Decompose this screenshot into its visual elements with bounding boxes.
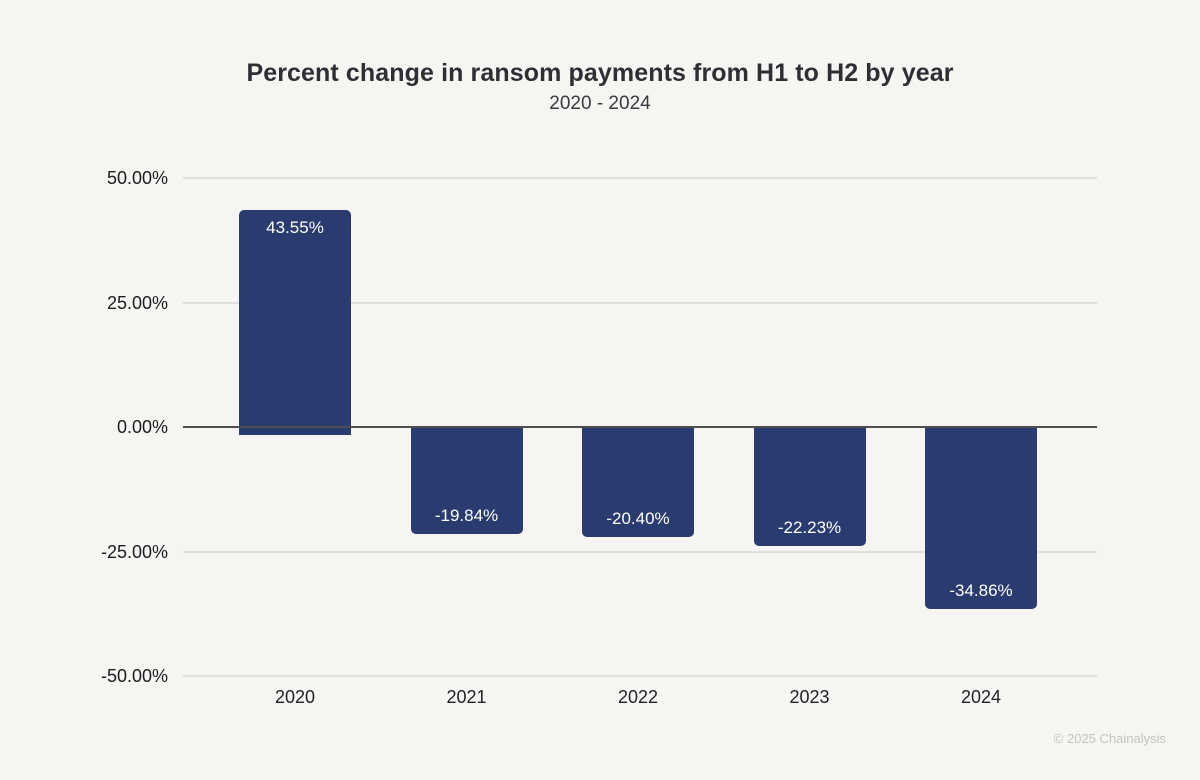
bar-2024: -34.86% — [925, 427, 1037, 609]
chart-header: Percent change in ransom payments from H… — [0, 58, 1200, 116]
x-axis-tick-label: 2024 — [960, 687, 1002, 707]
x-axis-tick-label: 2020 — [274, 687, 316, 707]
bar-2021: -19.84% — [410, 427, 523, 534]
bar-value-label: -34.86% — [949, 580, 1013, 600]
x-axis-tick-label: 2021 — [446, 687, 487, 707]
y-gridline — [183, 675, 1097, 677]
chart-subtitle: 2020 - 2024 — [549, 93, 651, 114]
y-gridline — [183, 177, 1097, 179]
y-axis-tick-label: 25.00% — [106, 292, 168, 313]
y-gridline — [183, 550, 1097, 553]
copyright-note: © 2025 Chainalysis — [1053, 731, 1166, 746]
x-axis-tick-label: 2022 — [617, 687, 659, 707]
zero-baseline — [183, 426, 1097, 428]
y-axis-tick-label: 50.00% — [106, 168, 168, 188]
x-axis-tick-label: 2023 — [789, 687, 830, 707]
bar-value-label: -19.84% — [434, 505, 499, 525]
bar-value-label: -22.23% — [777, 517, 842, 537]
y-axis-tick-label: 0.00% — [116, 417, 168, 437]
bar-value-label: -20.40% — [606, 508, 670, 528]
bar-2022: -20.40% — [582, 427, 694, 537]
bar-value-label: 43.55% — [266, 218, 324, 238]
y-axis-tick-label: -25.00% — [100, 541, 168, 562]
chart-title: Percent change in ransom payments from H… — [246, 59, 954, 87]
y-gridline — [183, 301, 1097, 304]
y-axis-tick-label: -50.00% — [100, 666, 168, 686]
bar-2023: -22.23% — [753, 427, 866, 546]
bar-2020: 43.55% — [239, 210, 351, 435]
